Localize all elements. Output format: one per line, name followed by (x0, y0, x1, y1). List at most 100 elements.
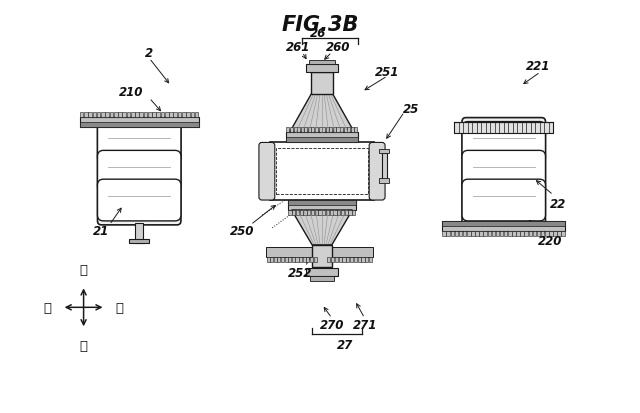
Bar (288, 201, 356, 206)
Polygon shape (292, 211, 353, 245)
Bar (191, 112, 194, 118)
Bar (520, 231, 524, 237)
FancyBboxPatch shape (97, 122, 181, 164)
Bar (88, 112, 92, 118)
Bar (358, 257, 361, 263)
Bar (327, 247, 372, 257)
Bar (512, 231, 516, 237)
Bar (496, 231, 499, 237)
Bar (447, 231, 450, 237)
Bar (292, 257, 295, 263)
Bar (333, 127, 336, 133)
Bar (161, 112, 164, 118)
Bar (351, 127, 354, 133)
Bar (292, 211, 295, 216)
Text: 220: 220 (538, 235, 563, 248)
Bar (182, 112, 186, 118)
Bar (348, 211, 351, 216)
Bar (118, 112, 122, 118)
Bar (342, 257, 346, 263)
Bar (459, 231, 462, 237)
Bar (322, 211, 325, 216)
Bar (307, 211, 310, 216)
Bar (346, 257, 349, 263)
Bar (186, 112, 190, 118)
Bar (549, 231, 552, 237)
Bar (463, 231, 467, 237)
Bar (276, 149, 368, 195)
Bar (106, 112, 109, 118)
Bar (84, 112, 88, 118)
Bar (140, 112, 143, 118)
Bar (307, 257, 309, 263)
Bar (296, 257, 299, 263)
Bar (545, 231, 548, 237)
Bar (315, 211, 318, 216)
Bar (144, 112, 147, 118)
FancyBboxPatch shape (97, 180, 181, 221)
Bar (288, 257, 291, 263)
FancyBboxPatch shape (462, 151, 545, 192)
Bar (322, 127, 325, 133)
Bar (508, 231, 511, 237)
Bar (541, 231, 545, 237)
Bar (365, 257, 369, 263)
Text: 260: 260 (326, 40, 350, 53)
Bar (79, 123, 199, 128)
Text: 210: 210 (119, 86, 143, 99)
Bar (529, 231, 532, 237)
Bar (300, 211, 303, 216)
Bar (306, 268, 338, 276)
FancyBboxPatch shape (462, 118, 545, 225)
Bar (381, 154, 387, 180)
Bar (114, 112, 118, 118)
Bar (516, 231, 520, 237)
Bar (156, 112, 160, 118)
Bar (379, 179, 389, 184)
Bar (345, 211, 348, 216)
Bar (312, 245, 332, 267)
Bar (339, 257, 342, 263)
Bar (173, 112, 177, 118)
Bar (303, 211, 307, 216)
FancyBboxPatch shape (369, 143, 385, 201)
Text: 25: 25 (403, 103, 419, 116)
Bar (148, 112, 152, 118)
Bar (525, 231, 528, 237)
Bar (277, 257, 280, 263)
Polygon shape (290, 95, 354, 133)
Bar (299, 257, 302, 263)
Bar (312, 127, 314, 133)
Bar (310, 276, 334, 282)
Bar (274, 257, 277, 263)
FancyBboxPatch shape (462, 122, 545, 164)
Text: 252: 252 (288, 266, 312, 279)
Bar (327, 257, 330, 263)
Bar (297, 127, 300, 133)
Bar (354, 257, 357, 263)
Bar (352, 211, 355, 216)
Bar (281, 257, 284, 263)
Bar (294, 127, 296, 133)
Bar (311, 73, 333, 95)
Bar (287, 127, 289, 133)
Bar (127, 112, 131, 118)
Bar (319, 211, 322, 216)
Bar (129, 239, 149, 243)
Bar (340, 127, 343, 133)
Bar (109, 112, 113, 118)
Bar (285, 257, 288, 263)
Bar (315, 127, 318, 133)
Bar (344, 127, 347, 133)
Bar (553, 231, 557, 237)
Bar (379, 150, 389, 154)
Text: 21: 21 (93, 225, 109, 238)
Bar (289, 211, 292, 216)
Bar (337, 127, 339, 133)
Bar (326, 127, 329, 133)
Bar (178, 112, 181, 118)
Bar (296, 211, 299, 216)
Bar (561, 231, 565, 237)
Text: 22: 22 (550, 197, 566, 210)
FancyBboxPatch shape (259, 143, 275, 201)
